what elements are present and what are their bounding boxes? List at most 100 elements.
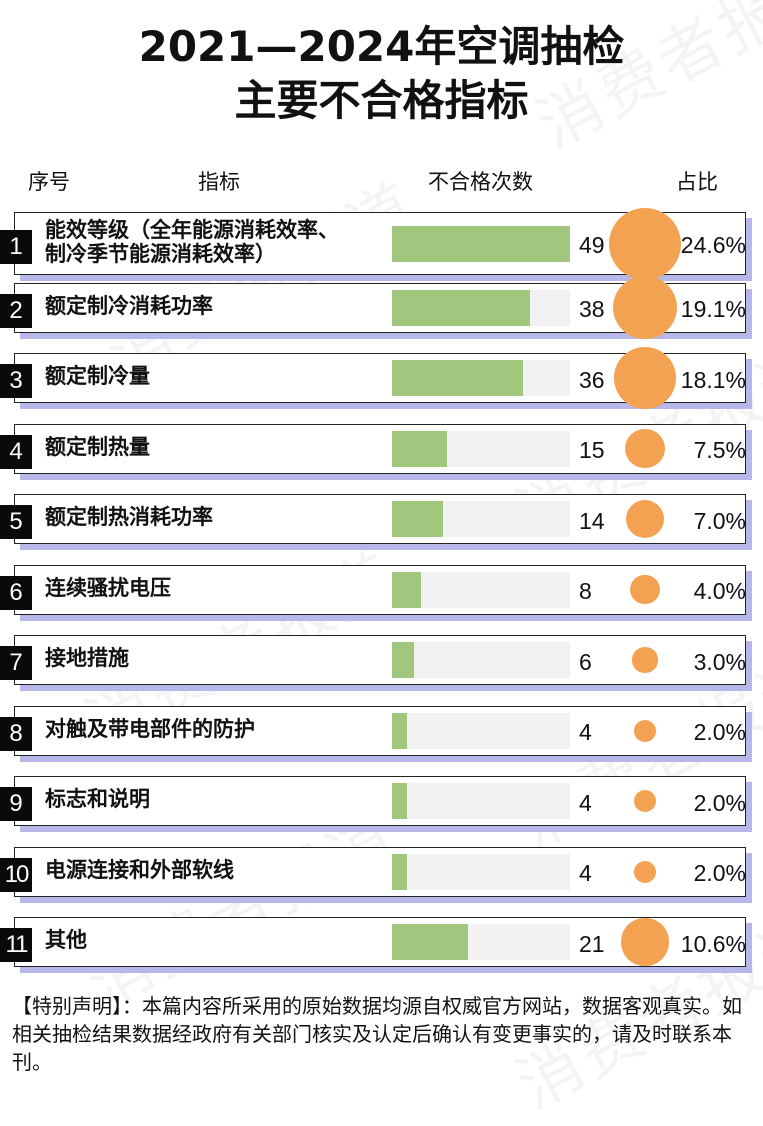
share-value: 2.0%: [693, 860, 746, 886]
indicator-label-line1: 额定制冷量: [45, 364, 150, 388]
row-box: [14, 705, 746, 756]
share-bubble: [614, 347, 676, 409]
table-row: 10 电源连接和外部软线 4 2.0%: [0, 846, 752, 903]
bar-track: [392, 712, 570, 749]
bar-track: [392, 289, 570, 326]
bar-track: [392, 853, 570, 890]
indicator-label: 连续骚扰电压: [45, 576, 171, 600]
row-box: [14, 846, 746, 897]
share-value: 18.1%: [680, 366, 746, 393]
table-row: 7 接地措施 6 3.0%: [0, 635, 752, 691]
share-value: 24.6%: [680, 232, 746, 258]
row-index-badge: 10: [0, 857, 32, 892]
row-index-badge: 6: [0, 575, 32, 610]
count-value: 15: [579, 437, 605, 463]
row-index-badge: 8: [0, 716, 32, 751]
table-row: 11 其他 21 10.6%: [0, 917, 752, 973]
indicator-label-line1: 连续骚扰电压: [45, 575, 171, 600]
share-value: 3.0%: [693, 648, 746, 675]
table-row: 6 连续骚扰电压 8 4.0%: [0, 564, 752, 621]
chart-title: 2021—2024年空调抽检 主要不合格指标: [0, 20, 763, 128]
share-bubble: [625, 499, 665, 539]
table-row: 2 额定制冷消耗功率 38 19.1%: [0, 275, 752, 340]
share-bubble: [634, 719, 656, 742]
bar-track: [392, 360, 570, 396]
share-bubble: [634, 860, 656, 883]
indicator-label-line1: 接地措施: [45, 646, 129, 670]
share-bubble: [609, 207, 681, 280]
row-index-badge: 3: [0, 364, 32, 398]
count-bar: [392, 924, 469, 960]
count-bar: [392, 225, 570, 262]
share-bubble: [632, 647, 658, 673]
row-index-badge: 9: [0, 787, 32, 821]
bar-track: [392, 783, 570, 819]
count-bar: [392, 360, 523, 396]
bar-track: [392, 501, 570, 537]
indicator-label-line1: 其他: [45, 928, 87, 952]
row-box: [14, 423, 746, 474]
share-value: 2.0%: [693, 719, 746, 745]
chart-title-line1: 2021—2024年空调抽检: [138, 22, 625, 71]
bar-track: [392, 642, 570, 678]
indicator-label: 接地措施: [45, 646, 129, 670]
count-bar: [392, 430, 447, 467]
indicator-label: 电源连接和外部软线: [45, 858, 234, 882]
count-bar: [392, 712, 407, 749]
chart-title-line2: 主要不合格指标: [234, 76, 529, 125]
share-bubble: [613, 275, 677, 340]
indicator-label: 额定制冷消耗功率: [45, 294, 213, 318]
share-value: 10.6%: [680, 930, 746, 957]
indicator-label-line1: 对触及带电部件的防护: [45, 716, 255, 741]
table-row: 3 额定制冷量 36 18.1%: [0, 347, 752, 409]
count-value: 38: [579, 296, 605, 322]
column-header-count: 不合格次数: [428, 170, 533, 194]
column-header-share: 占比: [676, 170, 718, 194]
indicator-label-line1: 额定制热量: [45, 434, 150, 459]
count-bar: [392, 501, 443, 537]
indicator-label-line2: 制冷季节能源消耗效率）: [45, 242, 276, 266]
count-value: 4: [579, 860, 592, 886]
count-bar: [392, 853, 407, 890]
disclaimer-note: 【特别声明】：本篇内容所采用的原始数据均源自权威官方网站，数据客观真实。如相关抽…: [12, 994, 742, 1074]
table-row: 9 标志和说明 4 2.0%: [0, 776, 752, 832]
count-value: 21: [579, 930, 605, 957]
share-bubble: [634, 790, 656, 812]
indicator-label: 标志和说明: [45, 787, 150, 811]
table-row: 5 额定制热消耗功率 14 7.0%: [0, 494, 752, 550]
count-bar: [392, 783, 407, 819]
table-row: 8 对触及带电部件的防护 4 2.0%: [0, 705, 752, 762]
share-value: 19.1%: [680, 296, 746, 322]
row-box: [14, 635, 746, 685]
count-bar: [392, 571, 422, 608]
count-value: 14: [579, 507, 605, 534]
row-index-badge: 11: [0, 928, 32, 962]
row-box: [14, 776, 746, 826]
bar-track: [392, 571, 570, 608]
row-index-badge: 7: [0, 646, 32, 680]
indicator-label-line1: 能效等级（全年能源消耗效率、: [45, 218, 339, 242]
row-index-badge: 5: [0, 505, 32, 539]
indicator-label: 额定制热消耗功率: [45, 505, 213, 529]
indicator-label: 能效等级（全年能源消耗效率、 制冷季节能源消耗效率）: [45, 218, 339, 266]
row-index-badge: 2: [0, 293, 32, 328]
count-bar: [392, 289, 530, 326]
row-box: [14, 494, 746, 544]
indicator-label: 额定制冷量: [45, 364, 150, 388]
count-value: 49: [579, 232, 605, 258]
share-value: 4.0%: [693, 578, 746, 604]
bar-track: [392, 430, 570, 467]
column-header-indicator: 指标: [198, 170, 240, 194]
row-index-badge: 1: [0, 229, 32, 264]
bar-track: [392, 924, 570, 960]
table-row: 1 能效等级（全年能源消耗效率、 制冷季节能源消耗效率） 49 24.6%: [0, 207, 752, 281]
indicator-label-line1: 额定制冷消耗功率: [45, 293, 213, 318]
count-value: 4: [579, 789, 592, 816]
count-value: 6: [579, 648, 592, 675]
indicator-label: 对触及带电部件的防护: [45, 717, 255, 741]
indicator-label: 其他: [45, 928, 87, 952]
row-index-badge: 4: [0, 434, 32, 469]
indicator-label-line1: 额定制热消耗功率: [45, 505, 213, 529]
row-box: [14, 564, 746, 615]
column-header-index: 序号: [28, 170, 70, 194]
